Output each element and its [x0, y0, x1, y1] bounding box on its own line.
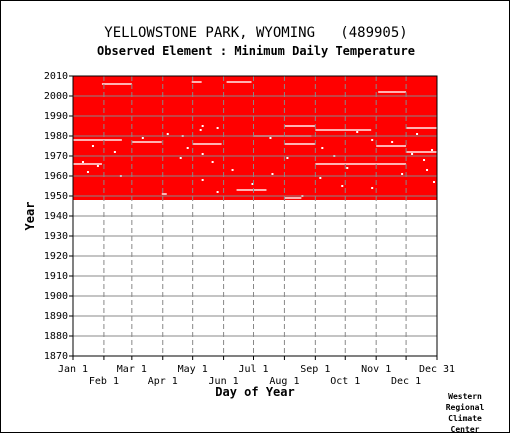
x-tick-label: Dec 31 [419, 364, 455, 375]
y-tick-label: 1940 [44, 211, 68, 222]
missing-day [321, 147, 324, 149]
missing-day [186, 147, 189, 149]
missing-day [416, 133, 419, 135]
chart-title: YELLOWSTONE PARK, WYOMING (489905) [104, 25, 408, 41]
missing-day [86, 171, 89, 173]
credit-line: Climate [448, 414, 482, 423]
missing-segment [131, 141, 162, 143]
missing-day [411, 153, 414, 155]
y-tick-label: 1900 [44, 291, 68, 302]
y-tick-label: 1990 [44, 111, 68, 122]
credit-line: Western [448, 392, 482, 401]
missing-day [201, 153, 204, 155]
x-tick-label: May 1 [178, 364, 208, 375]
observed-data-block [73, 76, 437, 200]
missing-day [356, 131, 359, 133]
x-tick-label: Dec 1 [391, 376, 421, 387]
y-tick-label: 2010 [44, 71, 68, 82]
x-tick-label: Jan 1 [58, 364, 88, 375]
missing-day [391, 141, 394, 143]
missing-segment [73, 163, 102, 165]
missing-segment [315, 163, 407, 165]
missing-day [91, 145, 94, 147]
missing-day [371, 187, 374, 189]
missing-segment [73, 139, 122, 141]
y-tick-label: 1930 [44, 231, 68, 242]
missing-segment [378, 91, 407, 93]
missing-segment [284, 197, 302, 199]
missing-day [401, 173, 404, 175]
missing-day [346, 167, 349, 169]
y-tick-label: 1880 [44, 331, 68, 342]
missing-day [166, 133, 169, 135]
y-tick-label: 1890 [44, 311, 68, 322]
missing-segment [161, 193, 167, 195]
missing-day [319, 177, 322, 179]
y-tick-label: 1980 [44, 131, 68, 142]
missing-day [371, 139, 374, 141]
missing-day [201, 125, 204, 127]
missing-day [433, 181, 436, 183]
missing-day [201, 179, 204, 181]
missing-day [286, 157, 289, 159]
x-tick-label: Aug 1 [269, 376, 299, 387]
missing-segment [192, 143, 222, 145]
x-axis-title: Day of Year [215, 385, 294, 399]
missing-day [81, 161, 84, 163]
y-axis-title: Year [23, 202, 37, 231]
y-tick-label: 1910 [44, 271, 68, 282]
missing-day [216, 191, 219, 193]
x-tick-label: Jun 1 [209, 376, 239, 387]
missing-day [113, 151, 116, 153]
missing-day [269, 137, 272, 139]
missing-day [341, 185, 344, 187]
missing-day [251, 183, 254, 185]
missing-segment [376, 145, 407, 147]
missing-day [426, 169, 429, 171]
missing-day [211, 161, 214, 163]
missing-segment [315, 129, 372, 131]
y-tick-label: 1870 [44, 351, 68, 362]
missing-day [141, 137, 144, 139]
missing-day [96, 165, 99, 167]
missing-day [216, 127, 219, 129]
missing-day [179, 157, 182, 159]
missing-segment [406, 151, 437, 153]
missing-segment [101, 83, 132, 85]
y-tick-label: 1970 [44, 151, 68, 162]
missing-segment [406, 127, 437, 129]
missing-segment [284, 143, 316, 145]
y-tick-label: 1920 [44, 251, 68, 262]
missing-day [423, 159, 426, 161]
credit-block: Western Regional Climate Center [435, 391, 495, 435]
y-tick-label: 1960 [44, 171, 68, 182]
y-tick-label: 1950 [44, 191, 68, 202]
credit-line: Center [450, 425, 480, 434]
x-tick-label: Apr 1 [148, 376, 178, 387]
chart-subtitle: Observed Element : Minimum Daily Tempera… [97, 44, 415, 58]
missing-segment [284, 125, 316, 127]
x-tick-label: Jul 1 [238, 364, 268, 375]
missing-segment [236, 189, 267, 191]
missing-segment [226, 81, 252, 83]
x-tick-label: Mar 1 [117, 364, 147, 375]
missing-day [271, 173, 274, 175]
credit-line: Regional [445, 403, 485, 412]
x-tick-label: Oct 1 [330, 376, 360, 387]
y-tick-label: 2000 [44, 91, 68, 102]
x-tick-label: Sep 1 [300, 364, 330, 375]
missing-segment [191, 81, 202, 83]
x-tick-label: Feb 1 [89, 376, 119, 387]
x-tick-label: Nov 1 [361, 364, 391, 375]
missing-day [199, 129, 202, 131]
missing-day [431, 149, 434, 151]
missing-day [231, 169, 234, 171]
